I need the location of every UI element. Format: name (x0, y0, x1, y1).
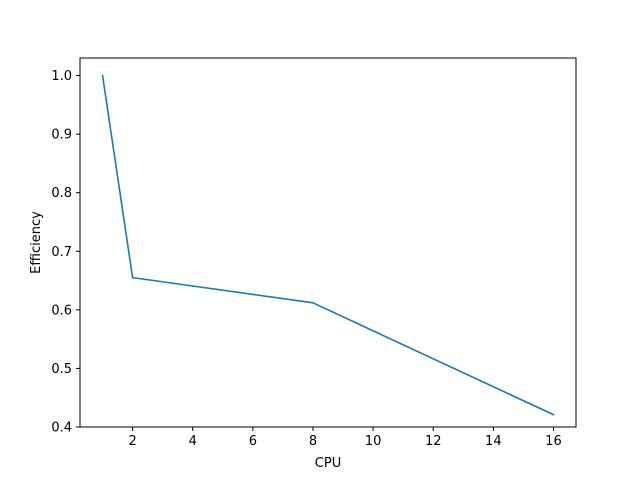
y-tick-label: 0.7 (51, 245, 72, 260)
plot-area (80, 58, 576, 427)
x-tick-label: 14 (485, 434, 502, 449)
x-tick-label: 2 (128, 434, 136, 449)
y-tick-label: 0.6 (51, 303, 72, 318)
x-tick-label: 16 (545, 434, 562, 449)
plot-frame (79, 57, 577, 428)
series-layer (101, 74, 555, 416)
x-tick-label: 10 (365, 434, 382, 449)
x-tick-label: 12 (425, 434, 442, 449)
y-tick-label: 0.5 (51, 362, 72, 377)
y-tick-label: 0.8 (51, 186, 72, 201)
series-line (101, 74, 555, 416)
x-tick-label: 6 (249, 434, 257, 449)
y-tick-label: 0.4 (51, 421, 72, 436)
y-axis-label: Efficiency (29, 211, 44, 274)
x-tick-label: 4 (189, 434, 197, 449)
x-tick-label: 8 (309, 434, 317, 449)
y-axis-ticks: 0.4 0.5 0.6 0.7 0.8 0.9 1.0 (51, 69, 80, 436)
y-tick-label: 0.9 (51, 128, 72, 143)
x-axis-ticks: 2 4 6 8 10 12 14 16 (128, 427, 562, 449)
y-tick-label: 1.0 (51, 69, 72, 84)
x-axis-label: CPU (315, 456, 341, 471)
